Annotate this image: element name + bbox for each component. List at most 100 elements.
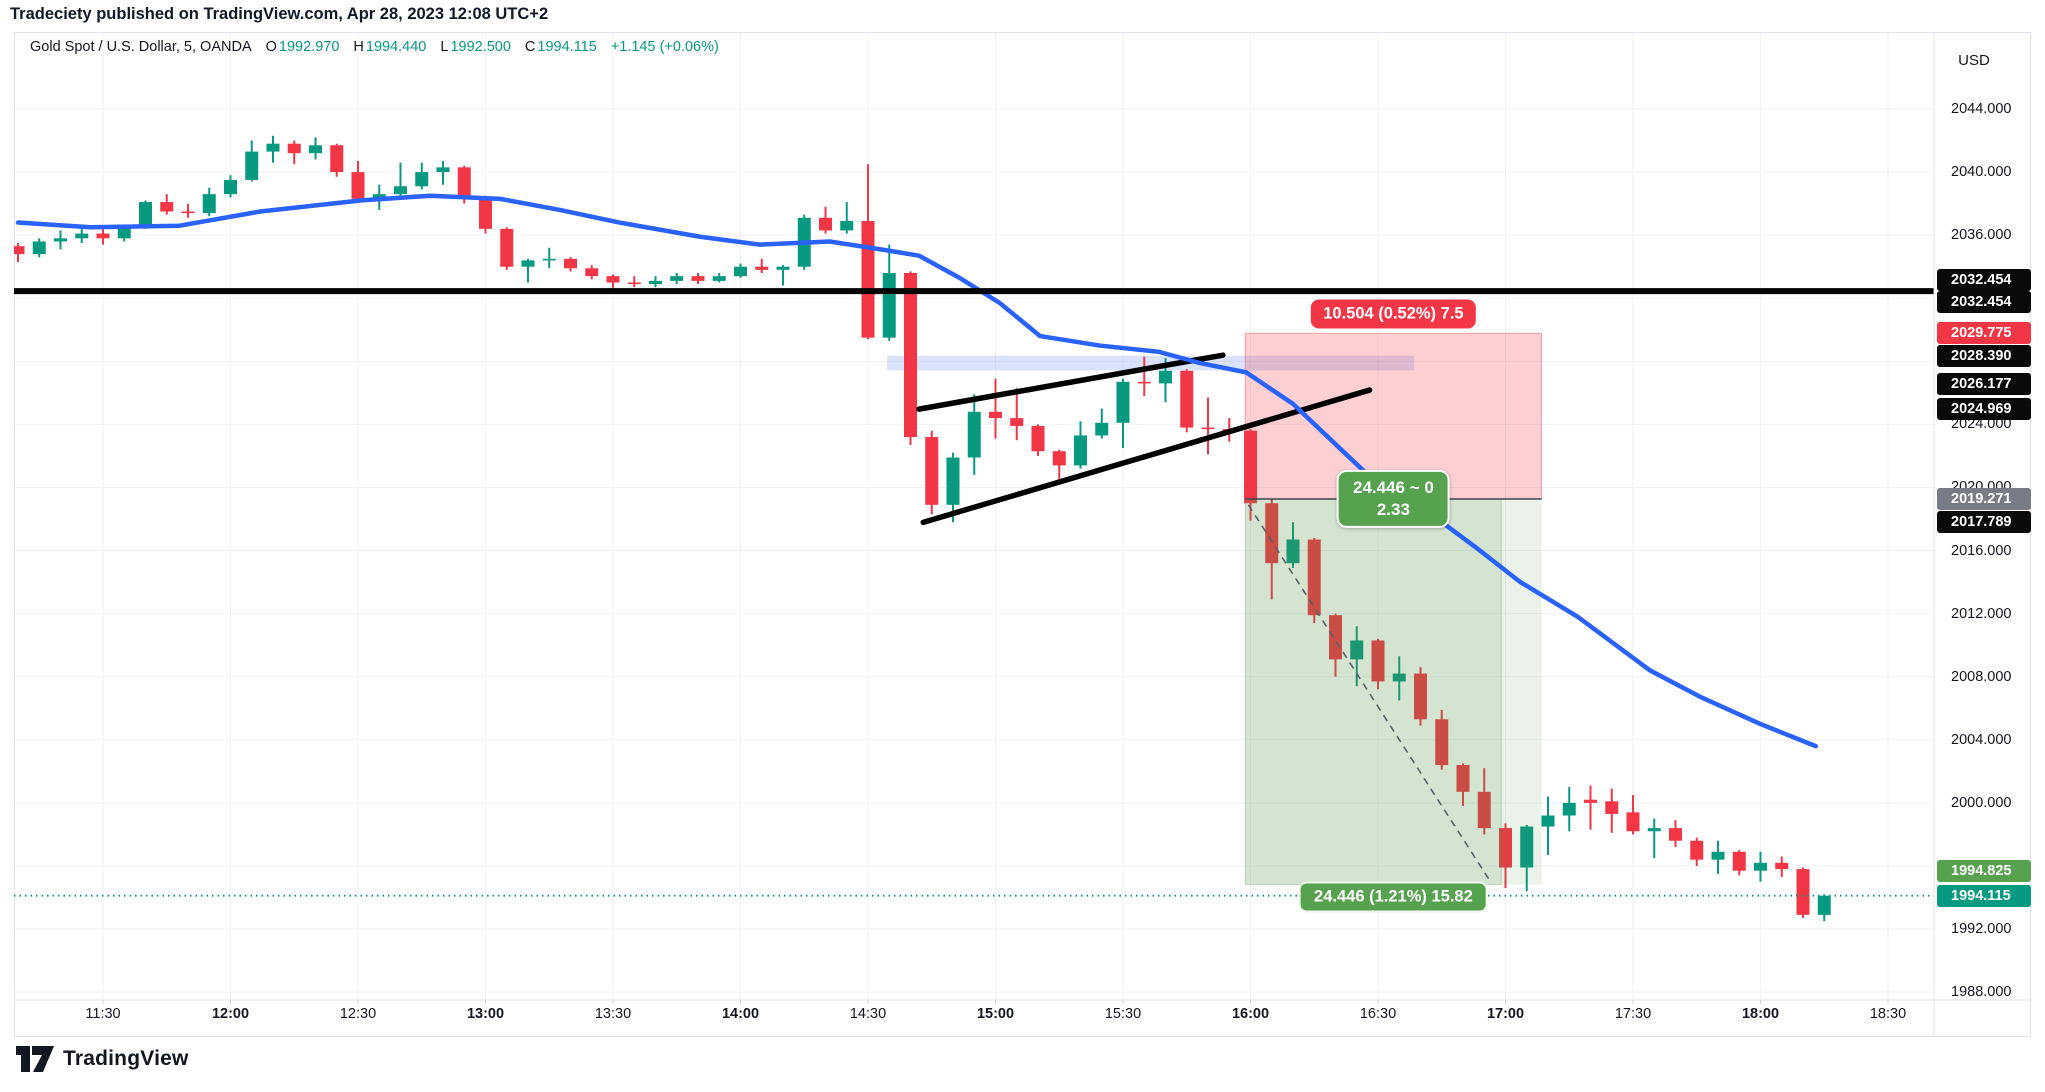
candle-down [1180, 370, 1194, 428]
candle-up [776, 266, 790, 270]
candle-up [542, 258, 556, 261]
price-tick-label: 2024.000 [1951, 416, 2012, 433]
candle-down [1775, 862, 1789, 870]
candle-down [606, 276, 620, 283]
price-label-2019.271: 2019.271 [1937, 487, 2031, 510]
candle-up [1074, 435, 1087, 466]
candle-up [224, 179, 237, 195]
price-tick-label: 2044.000 [1951, 101, 2012, 117]
candle-down [479, 197, 492, 229]
rr-profit-zone[interactable] [1244, 498, 1502, 885]
time-tick-label: 11:30 [85, 1006, 121, 1022]
price-tick-label: 2004.000 [1951, 731, 2012, 748]
candle-up [1562, 802, 1576, 816]
price-tick-label: 2040.000 [1951, 164, 2012, 181]
rr-stop-label[interactable]: 10.504 (0.52%) 7.5 [1311, 299, 1476, 329]
candle-down [755, 266, 769, 270]
candle-up [882, 273, 896, 338]
time-tick-label: 13:30 [594, 1006, 632, 1022]
candle-up [1286, 539, 1300, 564]
time-tick-label: 16:30 [1359, 1006, 1397, 1022]
candle-down [96, 233, 110, 239]
currency-label: USD [1958, 52, 1990, 69]
candle-down [925, 437, 939, 505]
time-tick-label: 14:00 [721, 1006, 760, 1022]
price-label-1994.825: 1994.825 [1937, 860, 2031, 883]
candle-down [1371, 640, 1385, 682]
time-tick-label: 18:00 [1741, 1006, 1780, 1022]
candle-up [394, 186, 407, 195]
rr-ratio-line2: 2.33 [1376, 499, 1410, 519]
candle-up [54, 238, 67, 242]
candle-up [670, 276, 684, 281]
candle-up [372, 194, 386, 199]
candle-down [627, 282, 641, 285]
candle-down [14, 246, 25, 255]
price-tick-label: 2016.000 [1951, 542, 2012, 559]
candle-up [946, 457, 960, 505]
candle-down [330, 145, 344, 173]
price-label-2017.789: 2017.789 [1937, 511, 2031, 534]
candle-down [1456, 765, 1470, 792]
tradingview-logo[interactable]: TradingView [16, 1046, 189, 1072]
candle-down [160, 202, 174, 212]
candle-down [691, 276, 705, 281]
rr-target-label[interactable]: 24.446 (1.21%) 15.82 [1299, 881, 1488, 913]
candle-up [734, 266, 747, 277]
moving-average-line[interactable] [15, 193, 1818, 749]
candle-down [1605, 801, 1619, 814]
time-tick-label: 14:30 [849, 1006, 887, 1022]
candle-down [1201, 427, 1215, 430]
price-tick-label: 2036.000 [1951, 227, 2012, 244]
price-label-2032.454: 2032.454 [1937, 291, 2031, 314]
candle-down [1626, 812, 1640, 832]
candle-up [1647, 828, 1661, 832]
trendline[interactable] [916, 352, 1226, 412]
candle-up [1392, 673, 1406, 682]
highlight-zone[interactable] [887, 355, 1415, 371]
candle-down [1244, 430, 1257, 504]
trendline[interactable] [920, 387, 1373, 526]
candle-down [904, 273, 917, 438]
candle-down [1137, 381, 1151, 384]
time-tick-label: 12:30 [339, 1006, 377, 1022]
candle-up [75, 233, 89, 239]
price-tick-label: 1992.000 [1951, 921, 2012, 938]
candle-up [1116, 381, 1130, 423]
price-tick-label: 2000.000 [1951, 794, 2012, 811]
candle-down [1052, 451, 1066, 466]
candle-down [1690, 840, 1704, 860]
candle-up [1520, 826, 1534, 868]
candle-down [457, 167, 471, 198]
candle-down [1031, 425, 1045, 452]
candle-down [989, 411, 1002, 419]
candle-up [436, 167, 450, 173]
tradingview-logo-text: TradingView [63, 1047, 189, 1070]
candle-down [1732, 851, 1746, 871]
rr-ratio-line1: 24.446 ~ 0 [1352, 477, 1434, 497]
candle-up [1711, 851, 1725, 860]
candle-up [1095, 422, 1109, 436]
time-tick-label: 18:30 [1869, 1006, 1907, 1022]
symbol-title[interactable]: Gold Spot / U.S. Dollar, 5, OANDA [30, 39, 252, 55]
time-tick-label: 12:00 [211, 1006, 250, 1022]
time-tick-label: 13:00 [466, 1006, 505, 1022]
ohlc-close: C 1994.115 [524, 39, 597, 55]
candle-up [415, 172, 429, 187]
price-label-2024.969: 2024.969 [1937, 398, 2031, 421]
candle-up [712, 276, 726, 281]
candle-up [840, 220, 854, 231]
price-tick-label: 2012.000 [1951, 605, 2012, 622]
candle-down [1265, 503, 1279, 564]
price-label-2026.177: 2026.177 [1937, 373, 2031, 396]
candle-up [245, 151, 259, 180]
candle-down [1010, 418, 1024, 426]
chart-legend: Gold Spot / U.S. Dollar, 5, OANDA O 1992.… [30, 39, 719, 55]
candle-down [1435, 719, 1449, 766]
rr-ratio-label[interactable]: 24.446 ~ 0 2.33 [1336, 469, 1450, 529]
ohlc-low: L 1992.500 [440, 39, 511, 55]
tradingview-logo-icon [16, 1046, 54, 1072]
publish-watermark: Tradeciety published on TradingView.com,… [10, 5, 549, 23]
candle-down [1414, 673, 1427, 720]
